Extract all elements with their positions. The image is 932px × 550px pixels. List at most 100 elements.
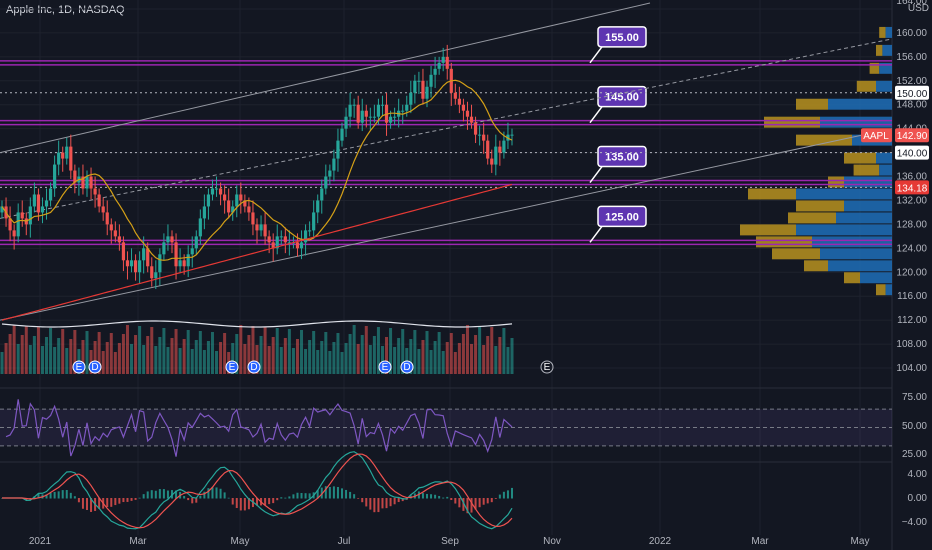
price-tag-box <box>895 85 929 100</box>
candle-body <box>142 248 146 261</box>
macd-histogram-bar <box>377 498 380 513</box>
earnings-marker-label: E <box>382 362 389 373</box>
volume-bar <box>385 337 389 374</box>
macd-histogram-bar <box>211 487 214 499</box>
volume-bar <box>247 335 251 374</box>
candle-body <box>295 242 300 249</box>
macd-histogram-bar <box>430 494 433 499</box>
price-tag-box <box>895 180 929 195</box>
macd-histogram-bar <box>122 498 125 503</box>
macd-histogram-bar <box>421 493 424 499</box>
candle-body <box>218 188 223 195</box>
candle-body <box>283 236 287 243</box>
time-tick-label: Sep <box>441 536 459 547</box>
volume-profile-bar <box>844 152 876 164</box>
volume-bar <box>97 332 101 374</box>
macd-histogram-bar <box>162 489 165 499</box>
candle-body <box>417 80 421 82</box>
candle-body <box>473 122 478 135</box>
candle-body <box>73 170 77 183</box>
candle-body <box>490 158 494 165</box>
volume-bar <box>510 338 514 374</box>
macd-line <box>2 451 513 530</box>
volume-bar <box>344 343 348 374</box>
candle-body <box>214 188 219 190</box>
macd-histogram-bar <box>466 498 469 514</box>
candle-body <box>445 56 449 69</box>
volume-bar <box>239 325 243 374</box>
macd-histogram-bar <box>393 498 396 505</box>
candle-body <box>271 242 275 249</box>
current-symbol-box <box>861 128 892 143</box>
volume-bar <box>478 326 482 374</box>
macd-histogram-bar <box>166 490 169 499</box>
macd-histogram-bar <box>373 498 376 513</box>
candle-body <box>105 212 109 225</box>
price-tick-label: 104.00 <box>896 363 927 374</box>
macd-histogram-bar <box>357 498 360 499</box>
volume-bar <box>194 340 198 374</box>
macd-histogram-bar <box>61 490 64 499</box>
candle-body <box>312 212 316 231</box>
candle-body <box>405 104 409 111</box>
volume-bar <box>275 328 279 374</box>
channel-upper <box>0 2 651 154</box>
volume-profile-bar <box>860 272 892 284</box>
macd-histogram-bar <box>231 498 234 505</box>
volume-profile-bar <box>796 224 892 236</box>
macd-histogram-bar <box>478 498 481 508</box>
volume-profile-bar <box>756 236 812 248</box>
candle-body <box>364 110 368 117</box>
volume-bar <box>336 333 340 374</box>
volume-bar <box>146 336 150 374</box>
macd-histogram-bar <box>482 498 485 505</box>
macd-histogram-bar <box>324 486 327 499</box>
volume-bar <box>150 327 154 374</box>
macd-histogram-bar <box>381 498 384 509</box>
volume-bar <box>215 351 219 374</box>
volume-profile-bar <box>796 200 844 212</box>
time-tick-label: May <box>851 536 870 547</box>
candle-body <box>231 206 235 213</box>
macd-histogram-bar <box>284 497 287 499</box>
candle-body <box>356 104 360 123</box>
volume-bar <box>486 336 490 374</box>
level-callout-line <box>589 225 603 243</box>
macd-histogram-bar <box>235 498 238 509</box>
level-callout-line <box>589 46 603 64</box>
volume-bar <box>474 335 478 374</box>
candle-body <box>502 140 506 153</box>
candle-body <box>303 230 308 243</box>
candle-body <box>243 200 247 207</box>
macd-histogram-bar <box>138 497 141 499</box>
time-tick-label: 2022 <box>649 536 672 547</box>
candle-body <box>146 248 150 267</box>
price-tick-label: 128.00 <box>896 219 927 230</box>
level-label: 125.00 <box>605 211 639 223</box>
volume-bar <box>36 327 40 374</box>
volume-profile-bar <box>879 164 892 176</box>
macd-histogram-bar <box>494 498 497 499</box>
macd-histogram-bar <box>227 497 230 499</box>
candle-body <box>206 194 211 207</box>
macd-histogram-bar <box>77 498 80 503</box>
volume-bar <box>380 346 384 374</box>
candle-body <box>316 200 320 213</box>
price-tag-label: 150.00 <box>897 89 928 100</box>
macd-histogram-bar <box>300 493 303 499</box>
volume-bar <box>328 351 332 374</box>
volume-profile-bar <box>748 188 796 200</box>
volume-bar <box>8 334 12 374</box>
candle-body <box>486 140 490 159</box>
volume-profile-bar <box>844 272 860 284</box>
volume-bar <box>300 330 304 374</box>
candle-body <box>174 242 178 267</box>
volume-bar <box>259 336 263 374</box>
macd-histogram-bar <box>256 498 258 506</box>
candle-body <box>441 56 445 63</box>
candle-body <box>251 212 255 225</box>
volume-bar <box>324 332 328 374</box>
macd-histogram-bar <box>454 498 457 504</box>
volume-profile-bar <box>796 134 852 146</box>
